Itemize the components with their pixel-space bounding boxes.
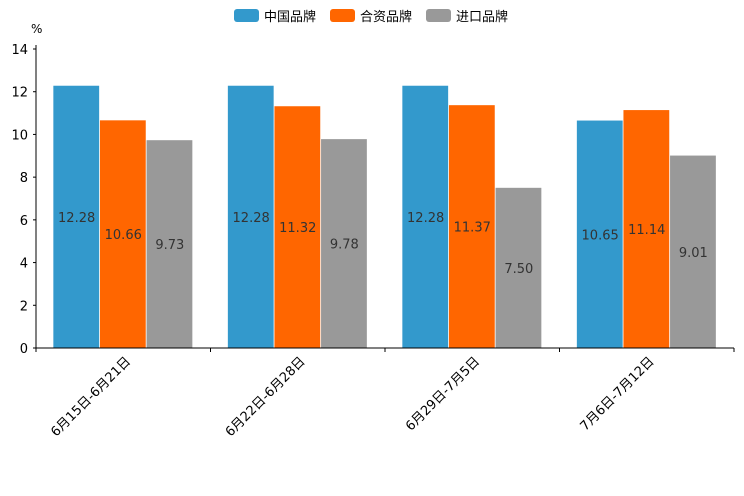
bar-value-label: 9.73 <box>155 238 184 253</box>
bar-value-label: 9.01 <box>679 246 708 261</box>
y-tick-label: 14 <box>11 43 28 58</box>
legend-label: 进口品牌 <box>456 9 508 25</box>
bar <box>146 140 193 348</box>
y-axis-unit-label: % <box>31 22 42 36</box>
x-category-label: 7月6日-7月12日 <box>578 354 658 434</box>
y-tick-label: 12 <box>11 86 28 101</box>
bar <box>99 120 146 348</box>
x-category-label: 6月22日-6月28日 <box>223 354 309 440</box>
y-tick-label: 2 <box>20 299 28 314</box>
bar-value-label: 9.78 <box>330 238 359 253</box>
bar-value-label: 12.28 <box>407 211 444 226</box>
bar-value-label: 11.32 <box>279 221 316 236</box>
y-axis: 0 2 4 6 8 10 12 14 <box>11 43 37 357</box>
bar <box>53 85 100 348</box>
bar <box>227 85 274 348</box>
bar <box>495 187 542 348</box>
bar <box>321 139 367 348</box>
bar <box>402 85 449 348</box>
y-tick-label: 0 <box>20 342 28 357</box>
bar <box>448 105 495 349</box>
y-tick-label: 4 <box>20 257 28 272</box>
bar-value-label: 7.50 <box>504 262 533 277</box>
bar-value-label: 12.28 <box>58 211 95 226</box>
legend-label: 中国品牌 <box>264 9 316 25</box>
bar-value-label: 11.14 <box>628 223 665 238</box>
bars: 12.28 10.66 9.73 12.28 11.32 9.78 12.28 11.37 7.… <box>53 85 716 349</box>
legend-swatch <box>426 9 451 22</box>
bar-value-label: 11.37 <box>454 221 491 236</box>
bar <box>576 120 623 349</box>
legend-label: 合资品牌 <box>360 9 412 25</box>
y-tick-label: 10 <box>11 128 28 143</box>
x-axis: 6月15日-6月21日 6月22日-6月28日 6月29日-7月5日 7月6日-7月1… <box>35 347 735 440</box>
legend-swatch <box>234 9 259 22</box>
y-tick-label: 6 <box>20 214 28 229</box>
legend: 中国品牌 合资品牌 进口品牌 <box>234 9 508 25</box>
x-category-label: 6月15日-6月21日 <box>48 354 134 440</box>
y-tick-label: 8 <box>20 171 28 186</box>
bar <box>274 106 321 348</box>
bar <box>623 110 670 349</box>
bar <box>670 155 716 348</box>
bar-value-label: 10.66 <box>105 228 142 243</box>
bar-value-label: 10.65 <box>582 228 619 243</box>
bar-value-label: 12.28 <box>233 211 270 226</box>
x-category-label: 6月29日-7月5日 <box>403 354 483 434</box>
legend-swatch <box>330 9 355 22</box>
